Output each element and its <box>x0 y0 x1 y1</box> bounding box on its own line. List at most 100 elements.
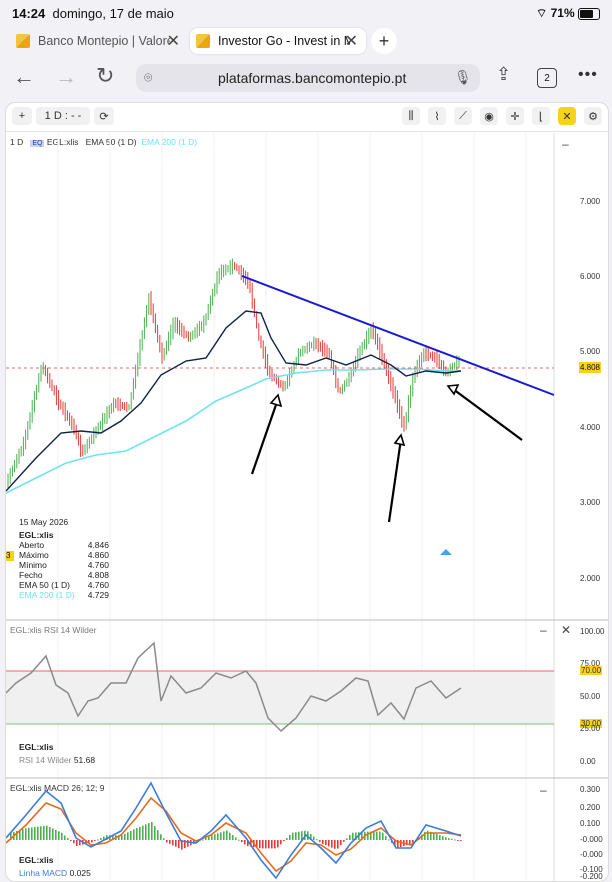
refresh-icon[interactable]: ⟳ <box>94 107 114 125</box>
macd-bar <box>259 840 261 849</box>
macd-bar <box>280 840 282 845</box>
macd-bar <box>322 840 324 844</box>
y-tick-label: 5.000 <box>580 347 601 356</box>
macd-bar <box>70 840 72 841</box>
macd-bar <box>319 840 321 842</box>
minimize-rsi-icon[interactable]: – <box>540 623 547 637</box>
macd-bar <box>313 836 315 840</box>
chart-toolbar: + 1 D : - - ⟳ ⫼ ⌇ ⟋ ◉ ✛ ⌊ ✕ ⚙ <box>6 103 608 132</box>
close-rsi-icon[interactable]: ✕ <box>561 623 572 637</box>
url-text: plataformas.bancomontepio.pt <box>218 70 407 86</box>
macd-bar <box>424 832 426 840</box>
info-date: 15 May 2026 <box>19 517 69 527</box>
tab-count-button[interactable]: 2 <box>537 68 557 88</box>
macd-bar <box>262 840 264 849</box>
rsi-tick-label: 70.00 <box>580 666 603 675</box>
eye-icon[interactable]: ◉ <box>480 107 498 125</box>
trend-icon[interactable]: ⌊ <box>532 107 550 125</box>
forward-arrow-icon[interactable]: → <box>55 64 77 89</box>
trading-app: + 1 D : - - ⟳ ⫼ ⌇ ⟋ ◉ ✛ ⌊ ✕ ⚙ 1 D EQ EGL… <box>5 102 609 882</box>
macd-bar <box>124 833 126 840</box>
chart-canvas[interactable] <box>6 103 608 881</box>
collapse-panel-icon[interactable]: – <box>562 137 569 151</box>
fullscreen-icon[interactable]: ✕ <box>558 107 576 125</box>
macd-bar <box>94 840 96 841</box>
ema50-line <box>6 310 462 492</box>
macd-bar <box>298 831 300 840</box>
rsi-tick-label: 30.00 <box>580 719 603 728</box>
last-price-value: 4.808 <box>579 363 601 372</box>
wifi-icon: ⌔ <box>536 6 548 20</box>
rsi-label: RSI 14 Wilder <box>19 755 72 765</box>
rsi-tick-label: 0.00 <box>580 757 596 766</box>
macd-tick-label: -0.000 <box>580 835 603 844</box>
more-options-icon[interactable]: ••• <box>578 66 598 83</box>
close-tab-icon[interactable]: ✕ <box>344 33 358 50</box>
minimize-macd-icon[interactable]: – <box>540 783 547 797</box>
period-selector[interactable]: 1 D : - - <box>36 107 90 125</box>
y-tick-label: 7.000 <box>580 197 601 206</box>
macd-bar <box>145 824 147 840</box>
macd-bar <box>112 835 114 840</box>
share-icon[interactable]: ⇪ <box>496 64 512 84</box>
macd-bar <box>91 840 93 843</box>
macd-bar <box>310 833 312 840</box>
eq-badge: EQ <box>30 140 45 147</box>
crosshair-icon[interactable]: ✛ <box>506 107 524 125</box>
macd-bar <box>175 840 177 847</box>
settings-gear-icon[interactable]: ⚙ <box>584 107 602 125</box>
macd-bar <box>352 832 354 840</box>
info-label: Aberto <box>19 540 45 550</box>
macd-bar <box>157 830 159 840</box>
macd-bar <box>427 830 429 840</box>
macd-tick-label: -0.200 <box>580 872 603 881</box>
macd-bar <box>40 826 42 840</box>
macd-label: Linha MACD <box>19 868 68 878</box>
alert-marker-icon <box>440 549 452 555</box>
macd-bar <box>445 837 447 840</box>
rsi-band <box>6 671 554 724</box>
macd-bar <box>376 831 378 840</box>
tab-investor-go[interactable]: Investor Go - Invest in M ✕ <box>190 28 366 54</box>
info-label: Fecho <box>19 570 43 580</box>
info-value: 4.729 <box>87 590 109 600</box>
draw-line-icon[interactable]: ⟋ <box>454 107 472 125</box>
macd-bar <box>268 840 270 849</box>
macd-bar <box>394 840 396 847</box>
ohlc-info-box: 15 May 2026 EGL:xlis Aberto 4.846 Máximo 4.… <box>19 517 109 600</box>
macd-bar <box>172 840 174 846</box>
macd-tick-label: -0.000 <box>580 850 603 859</box>
macd-bar <box>67 838 69 840</box>
tab-count: 2 <box>544 72 550 84</box>
macd-bar <box>220 832 222 840</box>
reload-icon[interactable]: ↻ <box>96 63 115 88</box>
macd-bar <box>127 832 129 840</box>
macd-bar <box>184 840 186 849</box>
indicators-icon[interactable]: ⌇ <box>428 107 446 125</box>
macd-bar <box>460 840 462 841</box>
macd-bar <box>349 835 351 840</box>
address-bar[interactable]: ⌾ plataformas.bancomontepio.pt 🎙 <box>136 64 480 92</box>
macd-tick-label: 0.200 <box>580 803 601 812</box>
chart-type-icon[interactable]: ⫼ <box>402 107 420 125</box>
trend-line <box>241 275 555 396</box>
page-settings-icon[interactable]: ⌾ <box>144 69 153 85</box>
microphone-icon[interactable]: 🎙 <box>454 69 472 85</box>
macd-bar <box>412 840 414 843</box>
macd-bar <box>340 840 342 846</box>
new-tab-button[interactable]: + <box>371 28 397 54</box>
macd-bar <box>148 823 150 840</box>
back-arrow-icon[interactable]: ← <box>13 64 35 89</box>
ema200-label: EMA 200 (1 D) <box>141 137 198 147</box>
macd-bar <box>292 832 294 840</box>
tab-banco-montepio[interactable]: Banco Montepio | Valore ✕ <box>10 28 188 54</box>
close-tab-icon[interactable]: ✕ <box>166 33 180 50</box>
macd-bar <box>385 836 387 840</box>
macd-bar <box>421 834 423 840</box>
add-button[interactable]: + <box>12 107 32 125</box>
y-tick-label: 2.000 <box>580 574 601 583</box>
macd-bar <box>355 832 357 840</box>
macd-bar <box>400 840 402 848</box>
info-label: EMA 50 (1 D) <box>19 580 71 590</box>
macd-bar <box>205 838 207 840</box>
